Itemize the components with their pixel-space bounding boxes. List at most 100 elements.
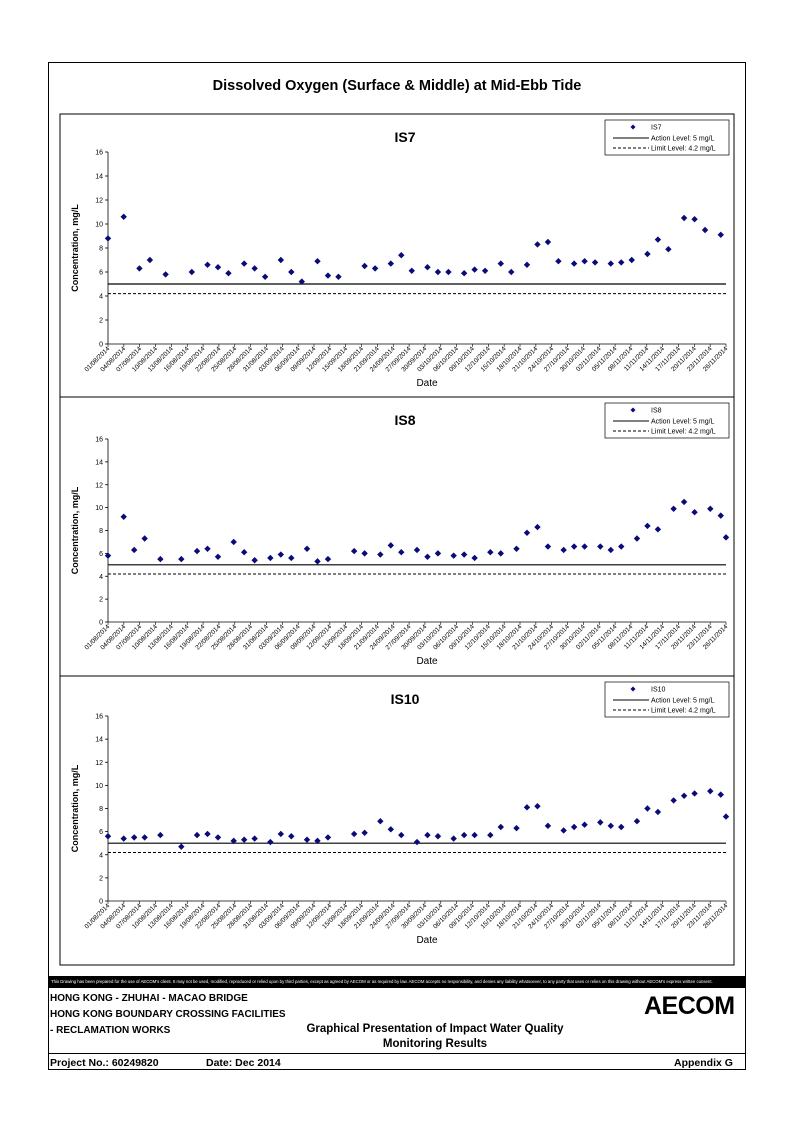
presentation-title-line1: Graphical Presentation of Impact Water Q…: [306, 1023, 564, 1035]
y-tick-label: 2: [99, 875, 103, 882]
footer-project-line3: - RECLAMATION WORKS: [50, 1025, 171, 1036]
data-point: [204, 261, 211, 268]
y-tick-label: 12: [95, 482, 103, 489]
chart-legend: IS7 Action Level: 5 mg/L Limit Level: 4.2 …: [604, 119, 730, 156]
presentation-title-line2: Monitoring Results: [382, 1038, 488, 1050]
data-point: [670, 797, 677, 804]
data-point: [544, 238, 552, 246]
data-point: [628, 256, 635, 264]
data-point: [377, 551, 384, 558]
data-point: [230, 837, 237, 845]
y-tick-label: 8: [99, 806, 103, 813]
data-point: [707, 505, 714, 512]
data-point: [141, 535, 148, 542]
data-point: [497, 260, 504, 267]
data-point: [450, 835, 457, 842]
data-point: [581, 821, 588, 828]
legend-series-label: IS7: [651, 125, 662, 132]
y-axis-label: Concentration, mg/L: [70, 486, 80, 574]
data-point: [324, 272, 332, 279]
data-point: [497, 550, 504, 557]
data-point: [644, 805, 651, 812]
data-point: [508, 268, 515, 276]
data-point: [214, 553, 222, 561]
data-point: [722, 813, 730, 820]
chart-legend: IS10 Action Level: 5 mg/L Limit Level: 4.2…: [604, 681, 730, 718]
data-point: [680, 792, 688, 799]
data-point: [513, 824, 520, 832]
y-tick-label: 6: [99, 829, 103, 836]
data-point: [240, 260, 248, 267]
data-point: [570, 823, 578, 831]
data-point: [120, 213, 127, 220]
data-point: [387, 542, 395, 549]
data-point: [204, 545, 211, 552]
data-point: [670, 505, 677, 512]
data-point: [717, 512, 724, 519]
data-point: [523, 261, 531, 268]
data-point: [251, 265, 258, 272]
data-point: [277, 830, 285, 838]
data-point: [434, 268, 442, 276]
data-point: [104, 833, 112, 840]
data-point: [581, 543, 588, 550]
data-point: [581, 258, 588, 265]
legend-marker-icon: [630, 407, 636, 413]
data-point: [130, 546, 138, 554]
data-point: [371, 265, 379, 272]
footer-project-line2: HONG KONG BOUNDARY CROSSING FACILITIES: [50, 1009, 286, 1020]
data-point: [193, 547, 201, 555]
data-point: [434, 833, 442, 840]
data-point: [136, 265, 143, 272]
data-point: [534, 523, 541, 531]
data-point: [267, 554, 274, 562]
y-tick-label: 6: [99, 270, 103, 277]
disclaimer-bar: This Drawing has been prepared for the u…: [48, 976, 746, 988]
data-point: [534, 241, 541, 248]
y-tick-label: 10: [95, 505, 103, 512]
data-point: [240, 549, 248, 556]
data-point: [445, 268, 452, 276]
data-point: [413, 838, 421, 846]
page-title: Dissolved Oxygen (Surface & Middle) at M…: [212, 78, 582, 94]
data-point: [691, 509, 698, 516]
chart-title: IS10: [391, 691, 420, 707]
y-axis-label: Concentration, mg/L: [70, 204, 80, 292]
y-tick-label: 14: [95, 174, 103, 181]
data-point: [460, 270, 468, 277]
legend-action-label: Action Level: 5 mg/L: [651, 419, 715, 426]
data-point: [654, 808, 662, 816]
data-point: [288, 268, 295, 276]
y-tick-label: 10: [95, 222, 103, 229]
data-point: [722, 534, 730, 541]
data-point: [398, 831, 405, 839]
data-point: [665, 246, 672, 253]
project-number: Project No.: 60249820: [50, 1057, 159, 1069]
data-point: [267, 838, 274, 846]
data-point: [214, 834, 222, 841]
data-point: [298, 278, 305, 285]
data-point: [707, 787, 714, 795]
data-point: [691, 790, 698, 797]
data-point: [513, 545, 520, 552]
data-point: [654, 526, 662, 533]
legend-marker-icon: [630, 124, 636, 130]
data-point: [523, 529, 531, 536]
y-tick-label: 6: [99, 551, 103, 558]
data-point: [680, 214, 688, 222]
data-point: [188, 268, 195, 276]
chart-is8: 024681012141601/08/201404/08/201407/08/2…: [59, 396, 735, 677]
y-tick-label: 0: [99, 342, 103, 349]
y-tick-label: 8: [99, 246, 103, 253]
data-point: [570, 260, 578, 267]
data-point: [424, 553, 431, 561]
y-tick-label: 8: [99, 528, 103, 535]
data-point: [487, 831, 494, 839]
data-point: [314, 837, 321, 845]
y-tick-label: 12: [95, 198, 103, 205]
data-point: [387, 826, 395, 833]
data-point: [618, 543, 625, 550]
data-point: [104, 552, 112, 559]
y-tick-label: 12: [95, 760, 103, 767]
data-point: [335, 273, 342, 280]
